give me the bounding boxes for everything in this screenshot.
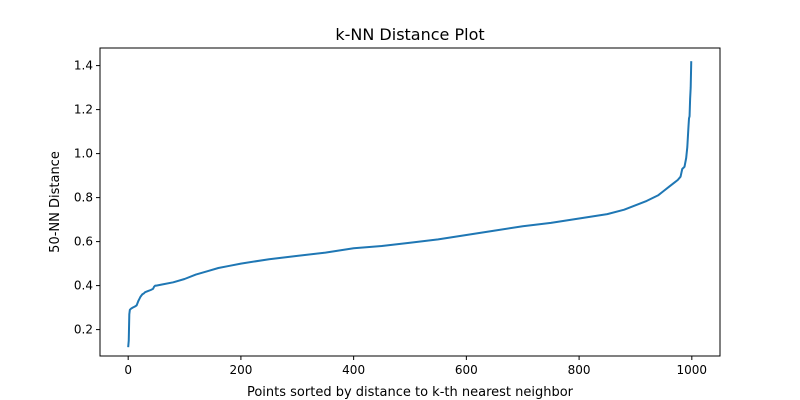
series-line bbox=[127, 61, 693, 348]
y-axis-title: 50-NN Distance bbox=[48, 151, 63, 253]
x-tick-label: 400 bbox=[342, 363, 365, 377]
x-tick-label: 600 bbox=[455, 363, 478, 377]
x-axis-title: Points sorted by distance to k-th neares… bbox=[247, 385, 574, 400]
chart-title: k-NN Distance Plot bbox=[335, 25, 484, 44]
y-tick-label: 0.2 bbox=[74, 323, 93, 337]
y-tick-label: 1.0 bbox=[74, 147, 93, 161]
x-axis-ticks: 0 200 400 600 800 1000 bbox=[124, 356, 707, 377]
x-tick-label: 0 bbox=[124, 363, 132, 377]
plot-frame bbox=[99, 47, 721, 357]
y-tick-label: 0.4 bbox=[74, 279, 93, 293]
y-tick-label: 1.2 bbox=[74, 103, 93, 117]
plot-area bbox=[100, 48, 720, 356]
x-tick-label: 1000 bbox=[677, 363, 708, 377]
y-tick-label: 0.8 bbox=[74, 191, 93, 205]
y-axis-ticks: 0.2 0.4 0.6 0.8 1.0 1.2 1.4 bbox=[74, 59, 100, 337]
y-tick-label: 1.4 bbox=[74, 59, 93, 73]
x-tick-label: 200 bbox=[229, 363, 252, 377]
y-tick-label: 0.6 bbox=[74, 235, 93, 249]
x-tick-label: 800 bbox=[568, 363, 591, 377]
